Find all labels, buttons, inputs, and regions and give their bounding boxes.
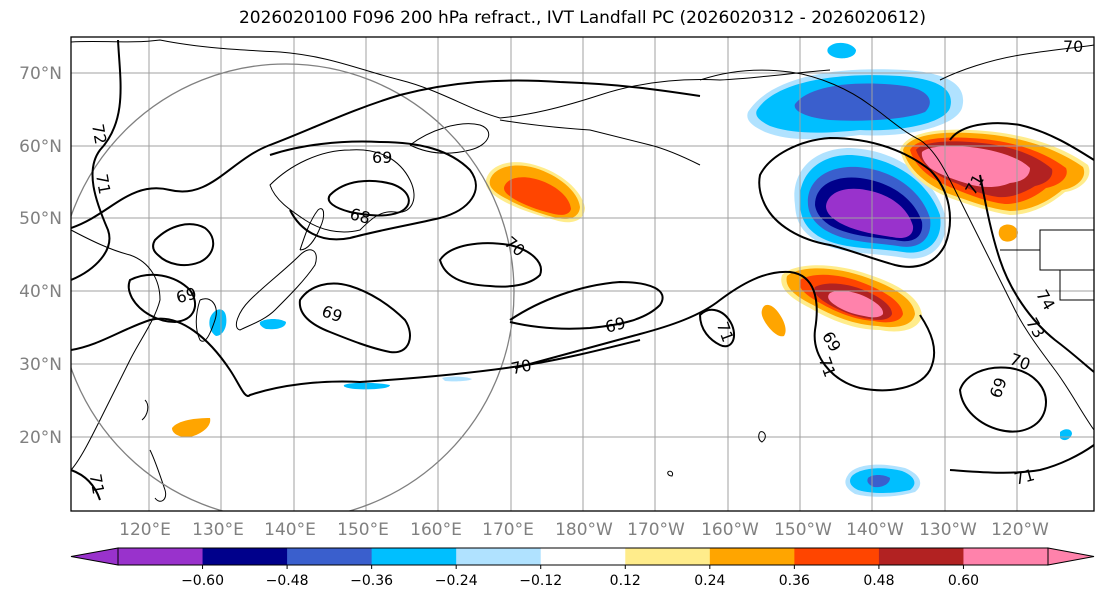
negative-region-south-core <box>867 475 890 488</box>
lon-label: 120°W <box>991 520 1049 540</box>
contour-label: 70 <box>509 355 533 378</box>
negative-region-small-1 <box>209 309 227 336</box>
positive-region-pnw-small <box>998 224 1018 242</box>
lon-label: 160°E <box>410 520 462 540</box>
contour-label: 71 <box>86 472 108 495</box>
colorbar-segment <box>963 548 1049 565</box>
positive-region-pnw-core <box>921 146 1030 188</box>
colorbar-tick-label: 0.24 <box>694 573 725 589</box>
refractivity-contours <box>71 39 1094 501</box>
colorbar-tick-label: −0.24 <box>435 573 478 589</box>
positive-region-small-2 <box>172 418 211 438</box>
colorbar-segment <box>287 548 373 565</box>
lat-label-60n: 60°N <box>19 137 62 157</box>
negative-region-small-2 <box>259 319 286 330</box>
colorbar-segment <box>709 548 795 565</box>
colorbar-extend-min <box>70 547 119 566</box>
lat-label-20n: 20°N <box>19 428 62 448</box>
contour-label: 69 <box>372 148 392 167</box>
colorbar-tick-label: 0.60 <box>948 573 979 589</box>
map-frame <box>70 36 1095 512</box>
lon-label: 180°W <box>555 520 613 540</box>
contour-label: 71 <box>1012 465 1037 489</box>
colorbar-tick-label: 0.36 <box>779 573 810 589</box>
negative-region-alaska-core <box>794 83 930 121</box>
positive-region-small-1 <box>761 304 786 337</box>
colorbar-tick-label: 0.12 <box>610 573 641 589</box>
colorbar-segment <box>371 548 457 565</box>
contour-label: 70 <box>1063 37 1083 56</box>
lon-label: 140°W <box>846 520 904 540</box>
colorbar-tick-label: −0.48 <box>266 573 309 589</box>
colorbar-segment <box>118 548 204 565</box>
colorbar-outline <box>117 547 1049 566</box>
colorbar-tick-label: 0.48 <box>863 573 894 589</box>
contour-label: 68 <box>348 204 373 228</box>
range-circle <box>71 63 515 511</box>
colorbar-segment <box>878 548 964 565</box>
negative-region-gulf-core <box>826 188 914 238</box>
colorbar-segment <box>456 548 542 565</box>
colorbar-tick-label: −0.12 <box>519 573 562 589</box>
lon-label: 150°E <box>337 520 389 540</box>
contour-label: 71 <box>92 172 114 195</box>
lon-label: 130°E <box>192 520 244 540</box>
lat-label-30n: 30°N <box>19 355 62 375</box>
latitude-labels: 70°N 60°N 50°N 40°N 30°N 20°N <box>19 64 62 448</box>
colorbar-segment <box>794 548 880 565</box>
colorbar-tick-label: −0.36 <box>350 573 393 589</box>
lon-label: 120°E <box>119 520 171 540</box>
lon-label: 150°W <box>774 520 832 540</box>
colorbar-segment <box>202 548 288 565</box>
longitude-labels: 120°E 130°E 140°E 150°E 160°E 170°E 180°… <box>119 520 1049 540</box>
negative-region-alaska-small <box>827 42 856 59</box>
positive-region-central-core <box>828 290 884 318</box>
lat-label-40n: 40°N <box>19 282 62 302</box>
colorbar-segment <box>540 548 626 565</box>
colorbar-ticks: −0.60 −0.48 −0.36 −0.24 −0.12 0.12 0.24 0.36 0.4… <box>181 565 979 589</box>
lon-label: 170°E <box>482 520 534 540</box>
contour-label: 72 <box>88 122 110 145</box>
figure-title: 2026020100 F096 200 hPa refract., IVT La… <box>238 8 926 28</box>
contour-label: 69 <box>174 284 199 308</box>
negative-region-small-3 <box>343 382 390 390</box>
colorbar-segments <box>70 547 1095 566</box>
lat-label-70n: 70°N <box>19 64 62 84</box>
negative-region-small-4 <box>442 376 472 382</box>
colorbar-tick-label: −0.60 <box>181 573 224 589</box>
colorbar-segment <box>625 548 711 565</box>
lon-label: 170°W <box>627 520 685 540</box>
lat-label-50n: 50°N <box>19 209 62 229</box>
positive-region-kamchatka-core <box>504 177 571 215</box>
lon-label: 130°W <box>919 520 977 540</box>
lon-label: 160°W <box>701 520 759 540</box>
colorbar: −0.60 −0.48 −0.36 −0.24 −0.12 0.12 0.24 0.36 0.4… <box>70 547 1095 589</box>
shaded-fields <box>172 42 1090 497</box>
colorbar-extend-max <box>1047 547 1095 566</box>
contour-label: 69 <box>603 313 628 337</box>
lon-label: 140°E <box>264 520 316 540</box>
